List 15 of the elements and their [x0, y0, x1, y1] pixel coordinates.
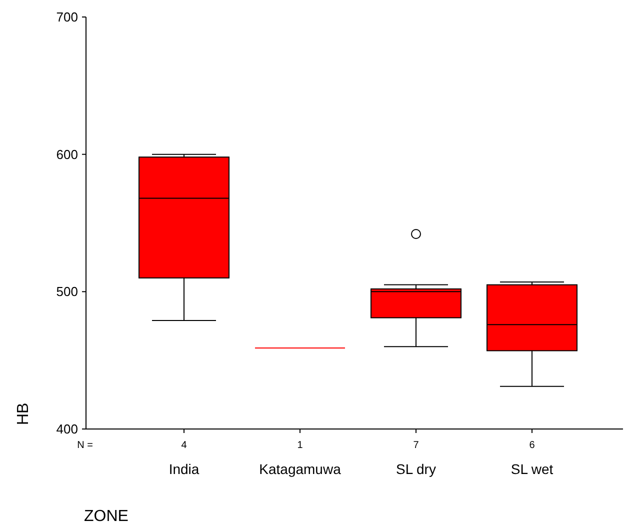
y-tick-label: 400 — [56, 422, 78, 437]
text: 6 — [529, 440, 536, 451]
y-tick-label: 500 — [56, 284, 78, 300]
x-tick-label: SL dry — [396, 461, 436, 477]
y-axis-title: HB — [15, 402, 32, 425]
text: 7 — [413, 440, 420, 451]
text: N = — [77, 440, 94, 451]
y-tick-label: 600 — [56, 146, 78, 162]
x-axis-title: ZONE — [84, 508, 128, 525]
x-tick-label: Katagamuwa — [259, 461, 342, 477]
text: 4 — [181, 440, 188, 451]
x-tick-label: SL wet — [510, 461, 554, 477]
text: 1 — [297, 440, 304, 451]
x-tick-label: India — [168, 461, 200, 477]
y-tick-label: 700 — [56, 10, 78, 25]
